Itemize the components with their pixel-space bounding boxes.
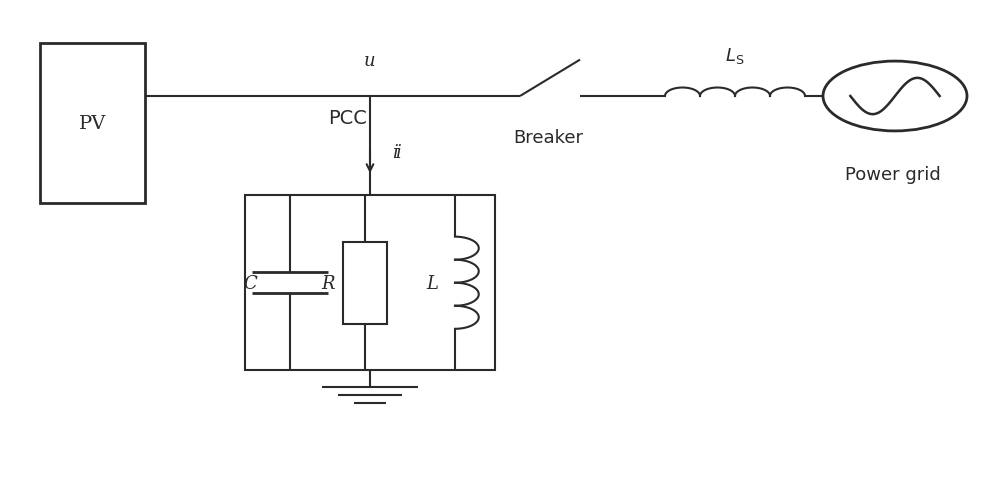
Bar [40,44,145,203]
Text: R: R [321,274,335,292]
Text: C: C [243,274,257,292]
Text: Breaker: Breaker [513,129,583,147]
Text: L: L [426,274,438,292]
Text: PCC: PCC [329,109,367,128]
Text: PV: PV [79,114,106,133]
Text: i: i [395,143,401,162]
Text: Power grid: Power grid [845,165,941,183]
Text: $L_{\rm S}$: $L_{\rm S}$ [725,45,745,66]
Bar [343,242,387,324]
Text: u: u [364,51,376,70]
Text: i: i [392,143,398,162]
Bar [245,196,495,370]
